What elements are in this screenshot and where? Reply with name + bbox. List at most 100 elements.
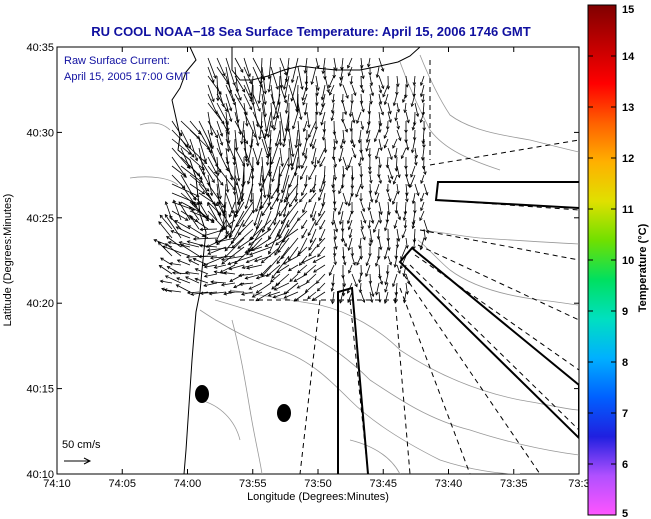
current-vector-head [208,291,213,296]
y-tick-label: 40:35 [26,42,54,54]
current-vector [308,120,317,138]
current-vector [378,291,381,303]
current-vector-head [388,198,392,203]
current-vector-head [425,230,430,234]
current-vector-head [221,261,225,265]
current-vector [214,264,227,269]
current-vector [365,264,371,277]
colorbar-tick-label: 15 [622,4,634,16]
current-vector-head [300,86,304,90]
current-vector-head [304,289,309,293]
current-vector [233,282,245,288]
current-vector [279,156,290,177]
current-vector [351,138,355,148]
current-vector [369,228,373,243]
current-vector [207,129,214,149]
current-vector [324,75,330,93]
current-vector-head [170,230,175,234]
current-vector-head [216,97,220,102]
current-vector [395,111,398,121]
current-vector [176,284,191,293]
current-vector-head [282,261,287,265]
current-vector-head [284,110,289,115]
current-vector-head [191,201,196,206]
colorbar-ticks: 15 14 13 12 11 10 9 8 7 6 5 [588,4,635,519]
current-vector [419,210,425,221]
colorbar-tick-label: 8 [622,357,628,369]
current-vector [333,165,336,180]
current-vector [207,201,222,215]
current-vector [234,129,238,151]
current-vector-head [311,161,315,165]
current-vector [284,291,299,299]
current-vector [333,228,336,240]
current-vector [403,264,407,277]
current-vector-head [267,153,271,157]
current-vector-head [392,180,397,185]
current-vector [309,183,317,193]
current-vector [317,282,326,292]
current-vector-head [294,198,298,203]
current-vector-head [353,92,357,97]
current-vector-head [228,213,232,218]
current-vector [283,255,299,265]
current-vector [207,156,218,174]
current-vector [375,255,380,267]
current-vector-head [241,265,246,269]
current-vector-head [248,92,252,97]
current-vector [267,120,272,138]
current-vector [387,201,390,215]
x-tick-label: 74:10 [43,478,71,490]
current-vector-head [166,266,171,270]
current-vector [318,183,326,201]
current-vector [310,201,317,218]
current-vector [225,93,232,111]
current-vector [315,84,318,96]
current-vector-head [410,149,415,154]
current-vector [319,174,326,192]
current-vector-head [164,243,169,247]
current-vector [313,255,326,263]
current-vector-head [352,154,357,159]
current-vector-head [334,67,338,72]
current-vector-head [374,263,379,267]
current-vector [351,165,354,180]
current-vector-head [369,239,374,244]
current-vector [261,84,266,105]
current-vector [394,255,398,268]
current-vector-head [227,261,232,266]
current-vector [402,228,407,238]
current-vector [332,174,335,188]
current-vector-head [189,216,194,220]
current-vector-head [232,162,237,166]
current-vector [348,192,353,206]
current-vector [270,102,273,128]
current-vector-head [396,125,400,130]
current-vector [378,84,382,93]
current-vector-head [162,245,167,249]
current-vector [366,255,371,266]
current-vector-head [228,107,233,112]
current-vector [307,219,317,236]
current-vector [311,147,317,165]
current-vector [153,239,173,248]
current-vector-head [306,279,310,284]
current-vector [236,201,254,227]
current-vector-head [360,89,365,94]
current-vector-head [326,89,330,94]
current-vector [221,282,236,286]
current-vector [291,147,299,170]
current-vector [342,192,348,205]
current-vector [368,111,371,125]
current-vector [210,281,227,284]
current-vector [216,183,220,205]
current-vector [207,210,225,230]
current-vector [375,192,380,203]
current-vector-head [201,233,206,238]
current-vector-head [240,292,245,296]
current-vector-head [308,247,312,251]
current-vector-head [367,153,372,158]
current-vector [360,93,363,104]
current-vector-head [379,281,384,285]
current-vector-head [245,259,250,264]
